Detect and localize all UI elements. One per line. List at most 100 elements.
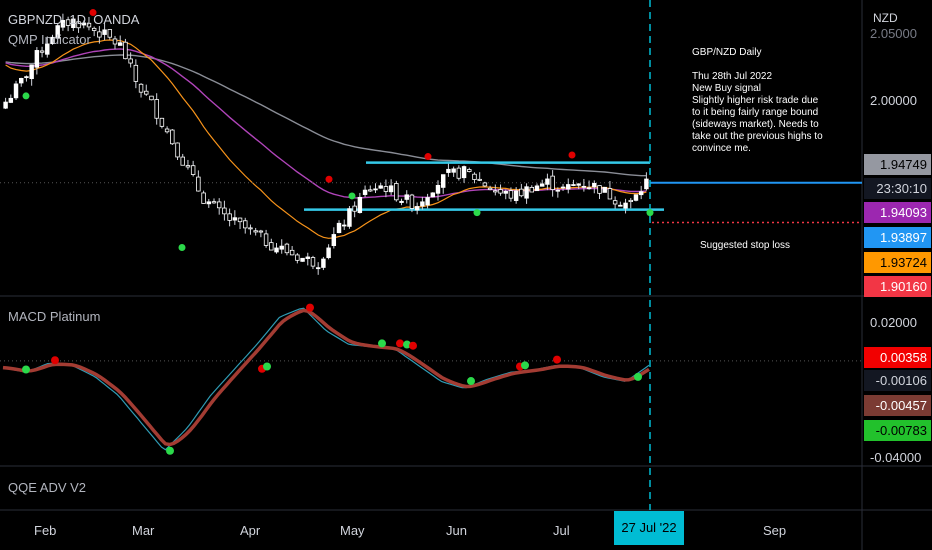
candle-body: [498, 189, 503, 194]
macd-line: [2, 307, 650, 451]
candle-body: [539, 183, 545, 187]
candle-body: [295, 254, 300, 261]
candle-body: [571, 184, 576, 186]
candle-body: [519, 188, 524, 197]
candle-body: [456, 167, 462, 179]
candle-body: [170, 129, 175, 145]
candle-body: [279, 245, 284, 250]
candle-body: [566, 184, 571, 190]
candle-body: [352, 205, 357, 212]
currency-label: NZD: [873, 11, 898, 25]
candle-body: [133, 64, 139, 82]
candle-body: [258, 230, 264, 233]
signal-dot: [646, 209, 654, 217]
macd-signal-dot: [409, 341, 417, 350]
candle-body: [29, 64, 34, 80]
candle-body: [581, 185, 587, 188]
candle-body: [357, 196, 363, 213]
macd-signal-dot: [378, 339, 386, 348]
price-tick: 2.05000: [870, 26, 917, 41]
candle-body: [34, 50, 40, 68]
macd-signal-dot: [634, 372, 642, 381]
candle-body: [534, 185, 540, 192]
candle-body: [243, 220, 248, 229]
price-tag: 1.93724: [864, 252, 931, 273]
signal-dot: [568, 151, 576, 159]
candle-body: [383, 186, 389, 192]
candle-body: [50, 36, 55, 45]
candle-body: [180, 156, 185, 166]
candle-body: [592, 182, 597, 188]
macd-tick: -0.04000: [870, 450, 922, 465]
candle-body: [529, 186, 535, 193]
candle-body: [331, 234, 337, 246]
ma-fast-line: [5, 39, 647, 239]
candle-body: [597, 185, 602, 194]
ma-slow-line: [5, 54, 647, 177]
candle-body: [91, 27, 97, 31]
price-tag: -0.00457: [864, 395, 931, 416]
candle-body: [550, 175, 555, 190]
current-date-tag: 27 Jul '22: [614, 511, 684, 545]
macd-signal-dot: [553, 355, 561, 364]
candle-body: [19, 77, 24, 84]
candle-body: [117, 42, 123, 46]
candle-body: [289, 249, 295, 256]
candle-body: [97, 31, 102, 38]
ma-mid-line: [5, 48, 647, 199]
candle-body: [425, 197, 430, 206]
signal-dot: [424, 153, 432, 161]
candle-body: [263, 233, 269, 246]
candle-body: [399, 200, 404, 203]
candle-body: [8, 97, 14, 103]
price-tag: 1.94749: [864, 154, 931, 175]
macd-tick: 0.02000: [870, 315, 917, 330]
signal-dot: [178, 243, 186, 251]
price-tag: -0.00783: [864, 420, 931, 441]
candle-body: [175, 142, 180, 158]
candle-body: [586, 187, 592, 190]
signal-dot: [89, 9, 97, 17]
candle-body: [201, 192, 206, 204]
candle-body: [310, 257, 316, 267]
candle-body: [60, 19, 66, 28]
candle-body: [394, 183, 399, 201]
candle-body: [274, 247, 279, 253]
candle-body: [81, 22, 86, 26]
candle-body: [628, 199, 633, 202]
candle-body: [102, 29, 107, 35]
candle-body: [190, 165, 196, 175]
candle-body: [409, 194, 415, 209]
candle-body: [576, 183, 581, 186]
price-tag: 0.00358: [864, 347, 931, 368]
candle-body: [560, 186, 566, 189]
time-tick: Apr: [240, 523, 261, 538]
signal-dot: [325, 175, 333, 183]
candle-body: [305, 256, 310, 259]
candle-body: [112, 38, 118, 45]
price-tag: 1.94093: [864, 202, 931, 223]
candle-body: [159, 117, 165, 127]
indicator-qmp-label: QMP Indicator: [8, 32, 91, 47]
candle-body: [602, 186, 607, 193]
candle-body: [472, 173, 477, 180]
stop-loss-label: Suggested stop loss: [700, 240, 791, 251]
candle-body: [196, 176, 201, 192]
macd-pane-title: MACD Platinum: [8, 309, 101, 324]
candle-body: [3, 101, 8, 109]
candle-body: [404, 194, 409, 200]
candle-body: [237, 217, 243, 223]
candle-body: [545, 178, 550, 185]
price-tag: 23:30:10: [864, 178, 931, 199]
candle-body: [269, 242, 274, 251]
candle-body: [227, 213, 232, 221]
macd-signal-dot: [521, 361, 529, 370]
candle-body: [623, 202, 628, 209]
candle-body: [368, 189, 373, 192]
candle-body: [76, 21, 81, 29]
candle-body: [612, 200, 618, 205]
candle-body: [440, 174, 446, 188]
candle-body: [524, 186, 529, 199]
macd-signal-line: [2, 308, 650, 447]
